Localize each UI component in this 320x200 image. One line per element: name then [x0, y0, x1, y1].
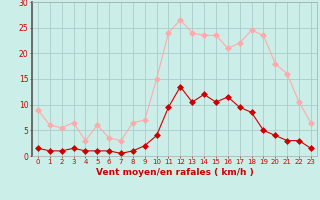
X-axis label: Vent moyen/en rafales ( km/h ): Vent moyen/en rafales ( km/h ) — [96, 168, 253, 177]
